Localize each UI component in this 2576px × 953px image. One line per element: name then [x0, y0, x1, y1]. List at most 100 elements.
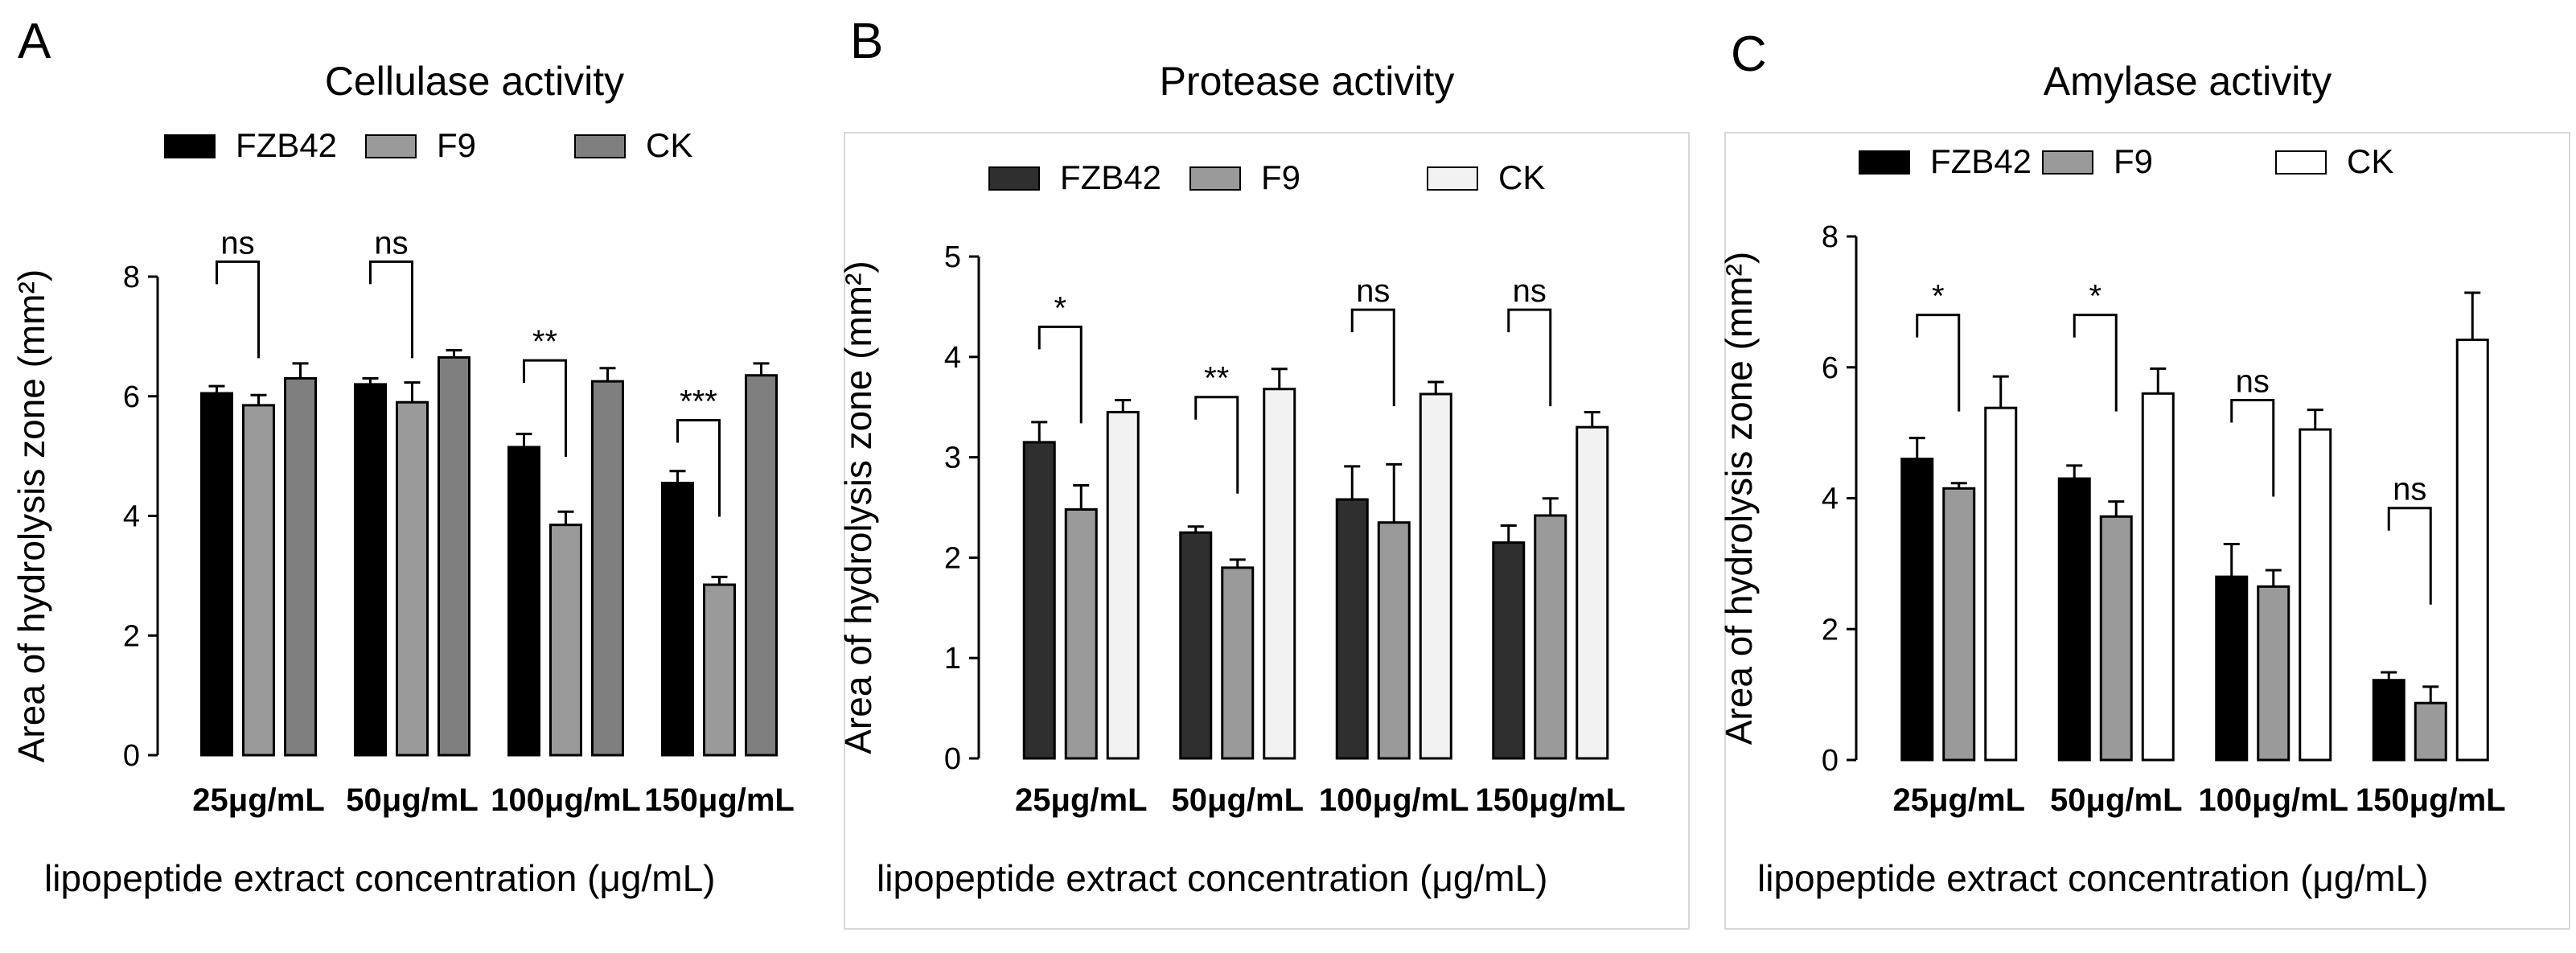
y-axis-label: Area of hydrolysis zone (mm²) — [837, 261, 879, 754]
legend-swatch-ck — [574, 134, 626, 158]
y-tick-label: 0 — [123, 739, 140, 773]
significance-bracket — [369, 260, 413, 359]
legend-swatch-f9 — [365, 134, 417, 158]
legend-swatch-ck — [1427, 166, 1478, 191]
significance-label: ns — [2393, 472, 2426, 507]
legend-label-ck: CK — [2347, 142, 2393, 180]
y-tick-label: 6 — [1822, 351, 1839, 385]
legend-swatch-fzb42 — [164, 134, 216, 158]
x-category-label: 150μg/mL — [2356, 783, 2506, 818]
significance-bracket — [1507, 308, 1552, 407]
significance-label: ns — [1356, 273, 1390, 309]
bar-f9 — [396, 401, 429, 757]
significance-bracket — [1194, 396, 1239, 494]
x-axis-label: lipopeptide extract concentration (μg/mL… — [44, 857, 716, 899]
panel-letter: C — [1731, 27, 1767, 82]
x-category-label: 100μg/mL — [491, 783, 641, 818]
bar-ck — [1106, 410, 1140, 760]
y-tick-label: 4 — [1822, 483, 1839, 516]
bar-ck — [1576, 425, 1609, 760]
chart-panel-c: C Amylase activity FZB42 F9 CK 0 2 4 6 8 Area of h… — [1718, 27, 2570, 930]
significance-label: * — [1054, 290, 1066, 326]
y-tick-label: 3 — [944, 442, 961, 475]
panel-frame — [1724, 132, 2570, 930]
legend-label-f9: F9 — [2114, 142, 2153, 180]
significance-label: ** — [1204, 361, 1229, 396]
bar-ck — [1984, 406, 2018, 762]
bar-fzb42 — [1179, 531, 1213, 760]
significance-label: ns — [1513, 273, 1547, 309]
bar-fzb42 — [1022, 441, 1056, 760]
legend-label-ck: CK — [646, 126, 692, 164]
significance-label: ns — [374, 225, 408, 261]
legend-label-fzb42: FZB42 — [1930, 142, 2032, 180]
y-tick-label: 5 — [944, 240, 961, 274]
significance-bracket — [2387, 507, 2432, 605]
bar-ck — [2455, 339, 2489, 762]
y-tick-label: 2 — [1822, 613, 1839, 647]
legend-label-fzb42: FZB42 — [236, 126, 337, 164]
bar-ck — [438, 355, 470, 757]
y-tick-label: 8 — [123, 261, 140, 294]
x-axis-label: lipopeptide extract concentration (μg/mL… — [877, 857, 1548, 899]
legend-swatch-ck — [2275, 150, 2327, 175]
significance-bracket — [1916, 314, 1961, 412]
y-tick-label: 6 — [123, 380, 140, 414]
bar-f9 — [2257, 585, 2290, 762]
x-category-label: 100μg/mL — [1319, 783, 1469, 818]
y-tick-label: 1 — [944, 642, 961, 676]
bar-f9 — [549, 524, 582, 757]
legend-swatch-fzb42 — [1859, 150, 1910, 175]
significance-label: ** — [532, 324, 557, 359]
y-axis-label: Area of hydrolysis zone (mm²) — [1718, 252, 1760, 746]
y-tick-label: 2 — [123, 619, 140, 653]
y-tick-label: 8 — [1822, 220, 1839, 254]
panel-title: Protease activity — [1160, 59, 1455, 104]
y-axis-label: Area of hydrolysis zone (mm²) — [10, 269, 52, 763]
panel-frame — [844, 132, 1690, 930]
significance-bracket — [2073, 314, 2118, 412]
significance-bracket — [523, 359, 567, 458]
bar-fzb42 — [1335, 498, 1369, 760]
chart-panel-a: A Cellulase activity FZB42 F9 CK 0 2 4 6 8 Area of… — [10, 14, 795, 899]
bar-ck — [2141, 392, 2175, 762]
bar-fzb42 — [2372, 679, 2405, 762]
x-axis-label: lipopeptide extract concentration (μg/mL… — [1757, 857, 2429, 899]
significance-bracket — [216, 260, 260, 359]
x-category-label: 50μg/mL — [346, 783, 479, 818]
significance-label: ns — [2236, 364, 2270, 399]
bar-f9 — [1942, 487, 1976, 762]
legend-label-ck: CK — [1498, 158, 1545, 196]
y-tick-label: 4 — [944, 341, 961, 375]
bar-fzb42 — [661, 482, 694, 757]
bar-ck — [1419, 392, 1452, 760]
panel-title: Cellulase activity — [325, 59, 624, 104]
bar-ck — [1263, 388, 1296, 760]
legend-label-fzb42: FZB42 — [1060, 158, 1161, 196]
panel-letter: A — [18, 14, 51, 69]
legend-swatch-f9 — [1189, 166, 1241, 191]
x-category-label: 150μg/mL — [644, 783, 795, 818]
significance-label: *** — [680, 384, 717, 420]
significance-bracket — [676, 419, 721, 517]
significance-label: ns — [220, 225, 254, 261]
significance-bracket — [1350, 308, 1395, 407]
bar-f9 — [2414, 701, 2447, 762]
y-tick-label: 2 — [944, 541, 961, 575]
bar-fzb42 — [507, 446, 540, 757]
significance-bracket — [2230, 398, 2275, 497]
bar-f9 — [1377, 521, 1411, 760]
x-category-label: 150μg/mL — [1475, 783, 1625, 818]
chart-panel-b: B Protease activity FZB42 F9 CK 0 1 2 3 4 5 Area of… — [837, 14, 1690, 930]
bar-ck — [745, 374, 778, 757]
bar-ck — [2299, 428, 2332, 762]
bar-ck — [591, 380, 624, 757]
bar-f9 — [2099, 515, 2133, 762]
x-category-label: 50μg/mL — [1171, 783, 1304, 818]
bar-f9 — [1064, 507, 1098, 760]
x-category-label: 50μg/mL — [2050, 783, 2183, 818]
x-category-label: 25μg/mL — [1015, 783, 1148, 818]
y-tick-label: 0 — [1822, 744, 1839, 778]
x-category-label: 25μg/mL — [1892, 783, 2025, 818]
